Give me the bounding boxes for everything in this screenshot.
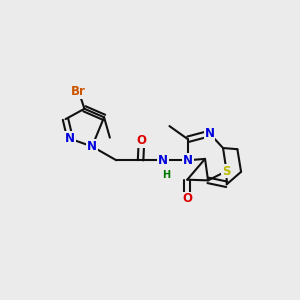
Text: Br: Br bbox=[71, 85, 86, 98]
Text: H: H bbox=[162, 169, 170, 180]
Text: N: N bbox=[87, 140, 97, 153]
Text: N: N bbox=[65, 132, 75, 145]
Text: N: N bbox=[183, 154, 193, 167]
Text: S: S bbox=[222, 165, 231, 178]
Text: O: O bbox=[182, 192, 192, 206]
Text: N: N bbox=[158, 154, 168, 167]
Text: O: O bbox=[136, 134, 146, 147]
Text: N: N bbox=[205, 127, 215, 140]
